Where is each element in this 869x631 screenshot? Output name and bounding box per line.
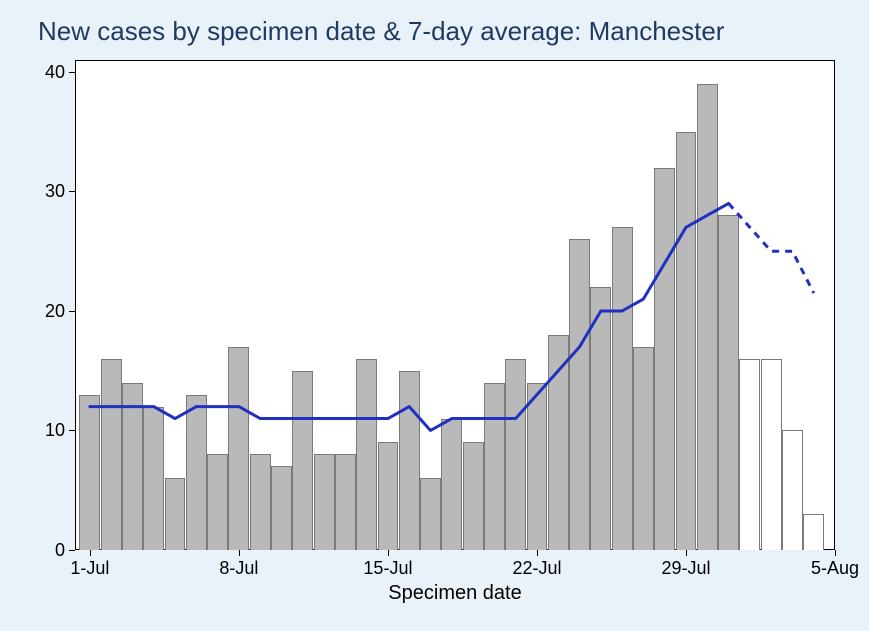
bar [569, 239, 590, 550]
bar [718, 215, 739, 550]
bar [122, 383, 143, 550]
bar [207, 454, 228, 550]
bar [761, 359, 782, 550]
y-tick-label: 20 [45, 301, 65, 322]
x-tick-label: 8-Jul [219, 558, 258, 579]
bar [654, 168, 675, 550]
bar [505, 359, 526, 550]
chart-root: New cases by specimen date & 7-day avera… [0, 0, 869, 631]
bar [782, 430, 803, 550]
bar [356, 359, 377, 550]
x-tick-label: 15-Jul [363, 558, 412, 579]
y-tick-mark [69, 191, 75, 192]
bar [633, 347, 654, 550]
bar [399, 371, 420, 550]
bar [292, 371, 313, 550]
bar [186, 395, 207, 550]
bar [803, 514, 824, 550]
x-tick-mark [90, 550, 91, 556]
y-tick-mark [69, 550, 75, 551]
y-tick-label: 10 [45, 420, 65, 441]
bar [250, 454, 271, 550]
x-tick-mark [686, 550, 687, 556]
bar [548, 335, 569, 550]
bar [463, 442, 484, 550]
bar [676, 132, 697, 550]
bar [441, 419, 462, 550]
x-tick-mark [239, 550, 240, 556]
bar [484, 383, 505, 550]
bar [612, 227, 633, 550]
x-axis-label: Specimen date [388, 582, 521, 605]
y-tick-label: 30 [45, 181, 65, 202]
bar [314, 454, 335, 550]
bar [228, 347, 249, 550]
bar [271, 466, 292, 550]
y-tick-label: 0 [55, 540, 65, 561]
x-tick-label: 29-Jul [661, 558, 710, 579]
bar [378, 442, 399, 550]
x-tick-mark [388, 550, 389, 556]
bar [697, 84, 718, 550]
bar [739, 359, 760, 550]
x-tick-mark [835, 550, 836, 556]
y-tick-mark [69, 72, 75, 73]
y-tick-label: 40 [45, 62, 65, 83]
x-tick-label: 5-Aug [811, 558, 859, 579]
bar [165, 478, 186, 550]
bar [79, 395, 100, 550]
bar [527, 383, 548, 550]
bar [420, 478, 441, 550]
y-tick-mark [69, 311, 75, 312]
y-tick-mark [69, 430, 75, 431]
bar [335, 454, 356, 550]
x-tick-label: 1-Jul [70, 558, 109, 579]
chart-title: New cases by specimen date & 7-day avera… [38, 16, 724, 47]
x-tick-mark [537, 550, 538, 556]
bar [101, 359, 122, 550]
bar [590, 287, 611, 550]
x-tick-label: 22-Jul [512, 558, 561, 579]
bar [143, 407, 164, 550]
